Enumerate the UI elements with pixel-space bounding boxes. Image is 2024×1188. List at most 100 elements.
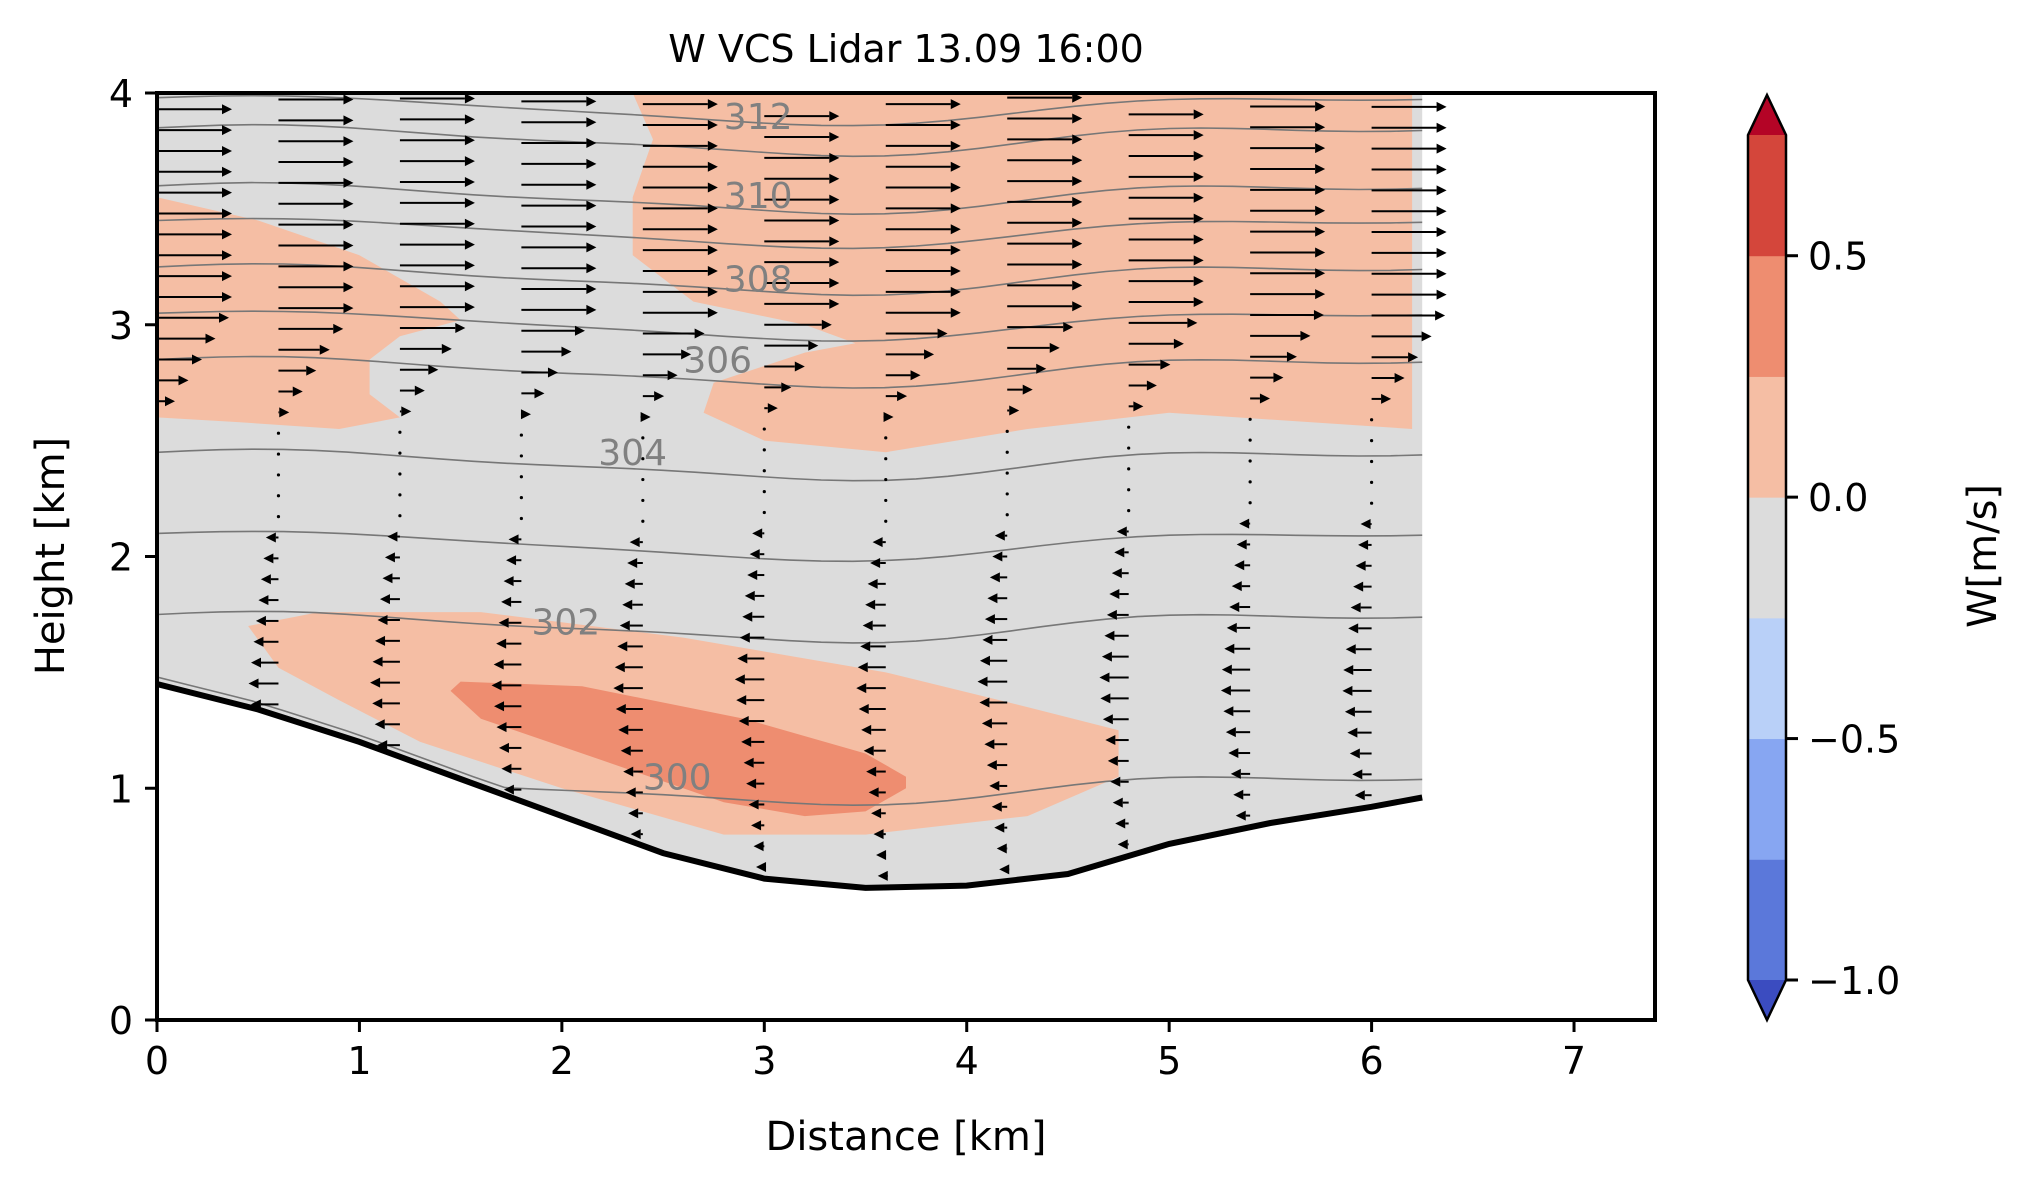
wind-arrowhead bbox=[1315, 226, 1326, 237]
wind-arrowhead bbox=[979, 655, 990, 666]
wind-arrowhead bbox=[867, 578, 878, 589]
wind-arrowhead bbox=[222, 187, 232, 198]
wind-vector bbox=[1127, 509, 1131, 513]
wind-arrowhead bbox=[1104, 630, 1115, 641]
wind-arrowhead bbox=[1193, 151, 1204, 162]
wind-arrowhead bbox=[131, 647, 141, 657]
wind-arrowhead bbox=[1146, 380, 1157, 391]
wind-arrowhead bbox=[253, 636, 264, 647]
wind-vector bbox=[1369, 418, 1374, 422]
wind-vector bbox=[519, 433, 523, 437]
wind-arrowhead bbox=[999, 864, 1010, 875]
wind-arrowhead bbox=[994, 530, 1005, 541]
wind-arrowhead bbox=[1381, 393, 1392, 404]
wind-arrowhead bbox=[620, 745, 631, 756]
wind-arrowhead bbox=[1436, 185, 1447, 196]
wind-arrowhead bbox=[707, 119, 718, 130]
isentrope-line bbox=[157, 676, 1423, 807]
wind-arrowhead bbox=[767, 403, 778, 414]
isentrope-line bbox=[157, 123, 1423, 158]
wind-arrowhead bbox=[1436, 227, 1447, 238]
isentrope-label: 304 bbox=[598, 433, 667, 474]
wind-arrowhead bbox=[987, 593, 998, 604]
wind-arrowhead bbox=[625, 787, 636, 798]
wind-vector bbox=[1127, 467, 1131, 471]
wind-arrowhead bbox=[989, 780, 1000, 791]
wind-arrowhead bbox=[464, 176, 475, 187]
wind-arrowhead bbox=[829, 194, 840, 205]
wind-arrowhead bbox=[586, 158, 597, 169]
wind-arrowhead bbox=[520, 409, 531, 420]
wind-arrowhead bbox=[133, 626, 143, 636]
wind-arrowhead bbox=[707, 161, 718, 172]
wind-arrowhead bbox=[1221, 664, 1232, 675]
wind-arrowhead bbox=[401, 406, 412, 417]
wind-arrowhead bbox=[1193, 130, 1204, 141]
wind-arrowhead bbox=[379, 594, 390, 605]
wind-arrowhead bbox=[1235, 810, 1246, 821]
wind-arrowhead bbox=[319, 344, 330, 355]
wind-arrowhead bbox=[829, 298, 840, 309]
wind-arrowhead bbox=[743, 757, 754, 768]
wind-vector bbox=[884, 457, 888, 461]
wind-arrowhead bbox=[372, 656, 383, 667]
wind-arrowhead bbox=[989, 572, 1000, 583]
wind-arrowhead bbox=[1345, 644, 1356, 655]
wind-arrowhead bbox=[694, 328, 705, 339]
wind-arrowhead bbox=[501, 596, 512, 607]
wind-vector bbox=[641, 436, 645, 440]
wind-arrowhead bbox=[1117, 839, 1128, 850]
colorbar-band bbox=[1748, 859, 1786, 981]
wind-arrowhead bbox=[493, 659, 504, 670]
wind-arrowhead bbox=[1315, 184, 1326, 195]
wind-vector bbox=[276, 494, 281, 498]
wind-arrowhead bbox=[192, 354, 202, 365]
wind-arrowhead bbox=[744, 590, 755, 601]
colorbar-extend-low bbox=[1748, 980, 1786, 1020]
y-tick-label: 4 bbox=[109, 72, 133, 116]
wind-arrowhead bbox=[382, 573, 393, 584]
wind-arrowhead bbox=[622, 599, 633, 610]
wind-arrowhead bbox=[950, 245, 961, 256]
wind-arrowhead bbox=[343, 177, 354, 188]
colorbar-band bbox=[1748, 135, 1786, 257]
wind-arrowhead bbox=[1315, 143, 1326, 154]
wind-arrowhead bbox=[984, 614, 995, 625]
wind-arrowhead bbox=[455, 322, 466, 333]
wind-arrowhead bbox=[1111, 568, 1122, 579]
wind-vector bbox=[762, 510, 766, 515]
wind-arrowhead bbox=[1223, 706, 1234, 717]
wind-vector bbox=[398, 451, 402, 455]
wind-arrowhead bbox=[1358, 539, 1369, 550]
wind-arrowhead bbox=[292, 386, 303, 397]
wind-arrowhead bbox=[1259, 393, 1270, 404]
wind-arrowhead bbox=[1228, 748, 1239, 759]
wind-arrowhead bbox=[1350, 602, 1361, 613]
wind-vector bbox=[884, 519, 888, 523]
wind-arrowhead bbox=[306, 365, 317, 376]
wind-arrowhead bbox=[752, 528, 763, 539]
wind-arrowhead bbox=[829, 278, 840, 289]
wind-arrowhead bbox=[586, 96, 597, 107]
colorbar-tick-label: 0.0 bbox=[1808, 476, 1868, 520]
isentrope-lines bbox=[157, 94, 1423, 807]
wind-arrowhead bbox=[629, 537, 640, 548]
isentrope-label: 306 bbox=[683, 341, 752, 382]
wind-arrowhead bbox=[996, 843, 1007, 854]
wind-arrowhead bbox=[508, 534, 519, 545]
wind-arrowhead bbox=[343, 282, 354, 293]
isentrope-line bbox=[157, 94, 1423, 127]
wind-arrowhead bbox=[222, 271, 232, 282]
wind-arrowhead bbox=[1233, 789, 1244, 800]
colorbar-label: W[m/s] bbox=[1960, 484, 2006, 628]
isentrope-line bbox=[157, 448, 1423, 482]
wind-arrowhead bbox=[1072, 259, 1083, 270]
wind-arrowhead bbox=[950, 265, 961, 276]
wind-arrowhead bbox=[877, 870, 888, 881]
wind-arrowhead bbox=[681, 349, 692, 360]
wind-arrowhead bbox=[1315, 101, 1326, 112]
wind-arrowhead bbox=[1343, 665, 1354, 676]
wind-arrowhead bbox=[1173, 338, 1184, 349]
wind-arrowhead bbox=[377, 740, 388, 751]
wind-arrowhead bbox=[248, 678, 259, 689]
